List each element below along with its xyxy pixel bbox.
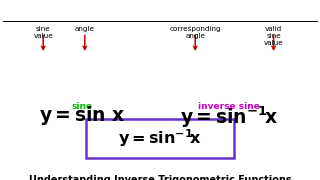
Text: $\mathbf{y = sin^{-1}\!x}$: $\mathbf{y = sin^{-1}\!x}$ bbox=[180, 104, 278, 130]
Text: sine
value: sine value bbox=[33, 26, 53, 39]
Text: sine: sine bbox=[71, 102, 92, 111]
Text: angle: angle bbox=[75, 26, 95, 32]
Text: $\mathbf{y = sin^{-1}\!x}$: $\mathbf{y = sin^{-1}\!x}$ bbox=[118, 127, 202, 148]
FancyBboxPatch shape bbox=[86, 119, 234, 158]
Text: inverse sine: inverse sine bbox=[198, 102, 260, 111]
Text: $\mathbf{y = sin\ x}$: $\mathbf{y = sin\ x}$ bbox=[39, 104, 124, 127]
Text: Understanding Inverse Trigonometric Functions: Understanding Inverse Trigonometric Func… bbox=[29, 175, 291, 180]
Text: corresponding
angle: corresponding angle bbox=[169, 26, 221, 39]
Text: valid
sine
value: valid sine value bbox=[264, 26, 284, 46]
